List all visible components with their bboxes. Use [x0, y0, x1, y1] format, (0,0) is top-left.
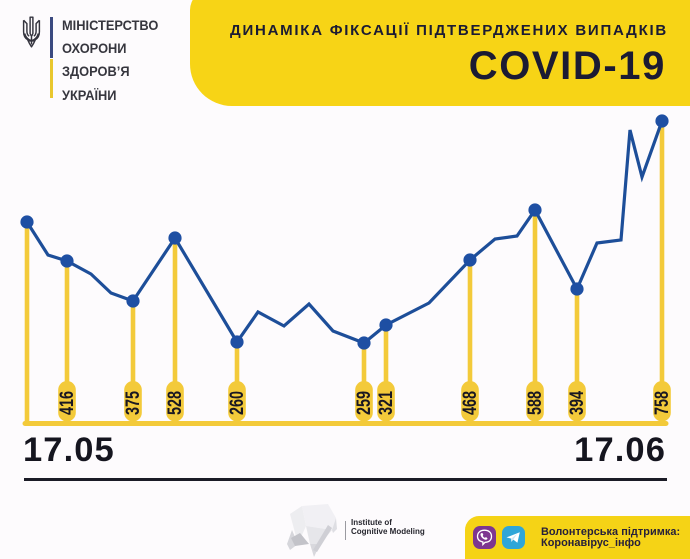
- svg-text:260: 260: [226, 391, 247, 415]
- svg-text:758: 758: [651, 391, 672, 415]
- svg-text:375: 375: [122, 391, 143, 415]
- svg-text:528: 528: [164, 391, 185, 415]
- svg-text:259: 259: [353, 391, 374, 415]
- svg-text:416: 416: [56, 391, 77, 415]
- svg-text:394: 394: [566, 390, 587, 415]
- svg-text:321: 321: [375, 391, 396, 415]
- svg-text:588: 588: [524, 391, 545, 415]
- svg-text:468: 468: [459, 391, 480, 415]
